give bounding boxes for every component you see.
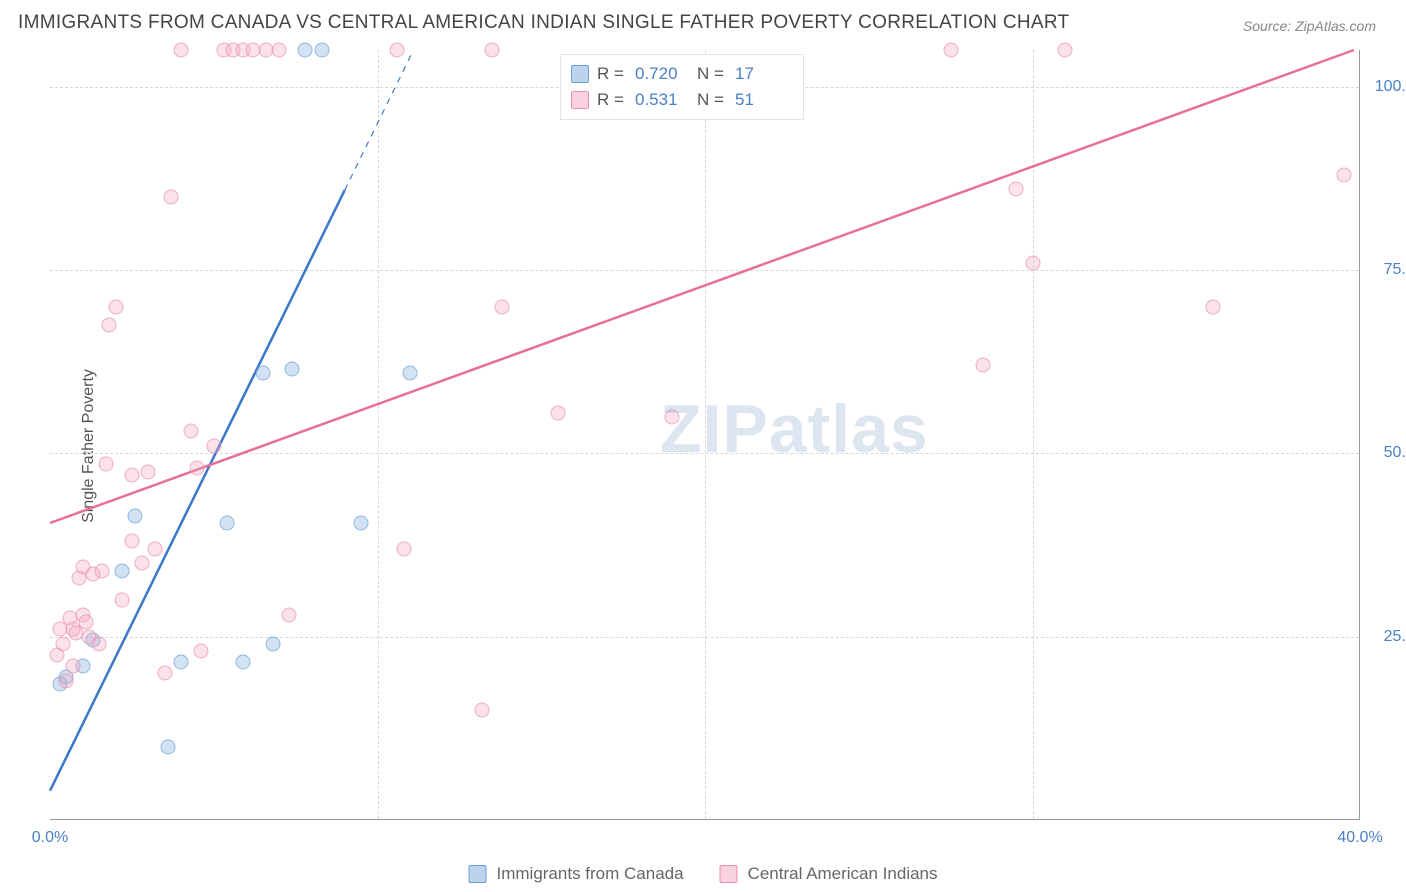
data-point-pink — [65, 659, 80, 674]
data-point-blue — [128, 508, 143, 523]
data-point-pink — [101, 318, 116, 333]
r-label: R = — [597, 87, 627, 113]
data-point-pink — [1205, 299, 1220, 314]
swatch-pink-icon — [720, 865, 738, 883]
r-label: R = — [597, 61, 627, 87]
legend-row-pink: R = 0.531 N = 51 — [571, 87, 789, 113]
data-point-pink — [396, 541, 411, 556]
legend-item-blue: Immigrants from Canada — [468, 864, 683, 884]
data-point-pink — [193, 644, 208, 659]
data-point-pink — [494, 299, 509, 314]
data-point-pink — [206, 439, 221, 454]
data-point-blue — [314, 43, 329, 58]
y-tick-label: 25.0% — [1369, 628, 1406, 646]
data-point-pink — [485, 43, 500, 58]
data-point-blue — [236, 655, 251, 670]
data-point-blue — [403, 365, 418, 380]
x-tick-label: 0.0% — [32, 829, 68, 847]
data-point-pink — [141, 464, 156, 479]
data-point-pink — [976, 358, 991, 373]
data-point-blue — [115, 563, 130, 578]
source-attribution: Source: ZipAtlas.com — [1243, 18, 1376, 34]
data-point-pink — [1336, 167, 1351, 182]
r-value-pink: 0.531 — [635, 87, 689, 113]
data-point-blue — [174, 655, 189, 670]
data-point-pink — [282, 607, 297, 622]
data-point-pink — [92, 637, 107, 652]
legend-row-blue: R = 0.720 N = 17 — [571, 61, 789, 87]
chart-title: IMMIGRANTS FROM CANADA VS CENTRAL AMERIC… — [18, 12, 1069, 34]
data-point-pink — [1009, 182, 1024, 197]
data-point-pink — [124, 468, 139, 483]
swatch-blue-icon — [468, 865, 486, 883]
legend-label-blue: Immigrants from Canada — [496, 864, 683, 884]
data-point-pink — [665, 409, 680, 424]
data-point-blue — [265, 637, 280, 652]
data-point-pink — [115, 593, 130, 608]
y-tick-label: 100.0% — [1369, 78, 1406, 96]
legend-label-pink: Central American Indians — [748, 864, 938, 884]
n-value-pink: 51 — [735, 87, 789, 113]
x-tick-label: 40.0% — [1337, 829, 1382, 847]
data-point-pink — [1058, 43, 1073, 58]
data-point-pink — [124, 534, 139, 549]
n-label: N = — [697, 61, 727, 87]
data-point-pink — [164, 189, 179, 204]
data-point-pink — [1025, 255, 1040, 270]
data-point-pink — [147, 541, 162, 556]
data-point-pink — [174, 43, 189, 58]
correlation-legend: R = 0.720 N = 17 R = 0.531 N = 51 — [560, 54, 804, 120]
r-value-blue: 0.720 — [635, 61, 689, 87]
n-value-blue: 17 — [735, 61, 789, 87]
data-point-pink — [190, 461, 205, 476]
n-label: N = — [697, 87, 727, 113]
swatch-blue-icon — [571, 65, 589, 83]
swatch-pink-icon — [571, 91, 589, 109]
trend-lines — [50, 50, 1359, 819]
data-point-pink — [95, 563, 110, 578]
data-point-pink — [272, 43, 287, 58]
legend-item-pink: Central American Indians — [720, 864, 938, 884]
scatter-plot-area: 25.0%50.0%75.0%100.0%0.0%40.0% — [50, 50, 1360, 820]
data-point-blue — [298, 43, 313, 58]
data-point-blue — [354, 516, 369, 531]
data-point-blue — [255, 365, 270, 380]
data-point-blue — [160, 739, 175, 754]
data-point-blue — [285, 362, 300, 377]
data-point-pink — [98, 457, 113, 472]
data-point-pink — [157, 666, 172, 681]
data-point-pink — [550, 406, 565, 421]
y-tick-label: 50.0% — [1369, 444, 1406, 462]
data-point-pink — [56, 637, 71, 652]
y-tick-label: 75.0% — [1369, 261, 1406, 279]
data-point-pink — [108, 299, 123, 314]
data-point-pink — [134, 556, 149, 571]
data-point-pink — [390, 43, 405, 58]
data-point-blue — [219, 516, 234, 531]
series-legend: Immigrants from Canada Central American … — [468, 864, 937, 884]
data-point-pink — [59, 673, 74, 688]
data-point-pink — [943, 43, 958, 58]
data-point-pink — [475, 703, 490, 718]
data-point-pink — [183, 424, 198, 439]
data-point-pink — [79, 615, 94, 630]
